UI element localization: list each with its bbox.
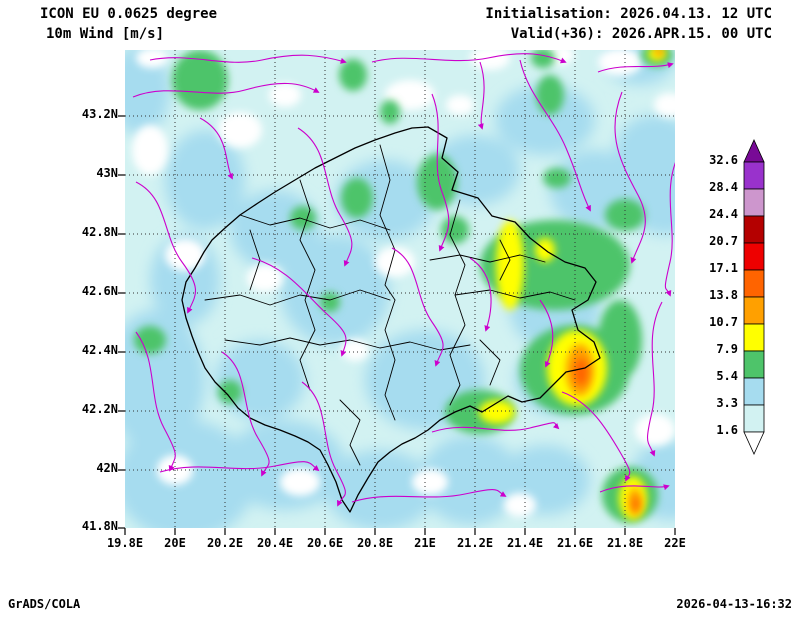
colorbar-label: 7.9 [716,342,738,356]
colorbar-top-triangle [743,139,765,163]
colorbar-label: 32.6 [709,153,738,167]
grads-credit: GrADS/COLA [8,597,81,611]
colorbar-segment [743,350,765,379]
lat-tick-label: 43.2N [81,107,118,121]
colorbar-label: 5.4 [716,369,738,383]
lat-tick-label: 42N [96,461,118,475]
colorbar-label: 20.7 [709,234,738,248]
colorbar-segment [743,215,765,244]
colorbar-bottom-triangle [743,431,765,455]
lon-tick-label: 20.4E [256,536,294,550]
colorbar-label: 13.8 [709,288,738,302]
lon-tick-label: 21.4E [506,536,544,550]
model-title: ICON EU 0.0625 degree [40,6,218,22]
lon-tick-label: 22E [664,536,686,550]
lon-tick-label: 21.8E [606,536,644,550]
colorbar-segment [743,404,765,433]
valid-time: Valid(+36): 2026.APR.15. 00 UTC [510,26,772,42]
axis-ticks [118,115,676,535]
colorbar-label: 17.1 [709,261,738,275]
lon-tick-label: 20E [164,536,186,550]
lon-tick-label: 20.6E [306,536,344,550]
variable-title: 10m Wind [m/s] [46,26,165,42]
lon-tick-label: 21.2E [456,536,494,550]
lon-tick-label: 21E [414,536,436,550]
lon-tick-label: 19.8E [106,536,144,550]
colorbar-segment [743,296,765,325]
lat-tick-label: 42.4N [81,343,118,357]
wind-field-layer [125,50,675,528]
colorbar [743,139,765,455]
colorbar-segment [743,269,765,298]
lat-tick-label: 43N [96,166,118,180]
lat-tick-label: 42.8N [81,225,118,239]
borders-layer [181,126,601,513]
lat-tick-label: 41.8N [81,519,118,533]
lat-tick-label: 42.6N [81,284,118,298]
colorbar-segment [743,377,765,406]
colorbar-label: 10.7 [709,315,738,329]
colorbar-label: 28.4 [709,180,738,194]
init-time: Initialisation: 2026.04.13. 12 UTC [485,6,772,22]
colorbar-label: 1.6 [716,423,738,437]
streamlines-layer [132,53,675,507]
lon-tick-label: 20.2E [206,536,244,550]
lon-tick-label: 20.8E [356,536,394,550]
colorbar-label: 3.3 [716,396,738,410]
colorbar-segment [743,188,765,217]
lat-tick-label: 42.2N [81,402,118,416]
colorbar-label: 24.4 [709,207,738,221]
creation-timestamp: 2026-04-13-16:32 [676,597,792,611]
colorbar-segment [743,161,765,190]
lon-tick-label: 21.6E [556,536,594,550]
colorbar-segment [743,323,765,352]
colorbar-segment [743,242,765,271]
